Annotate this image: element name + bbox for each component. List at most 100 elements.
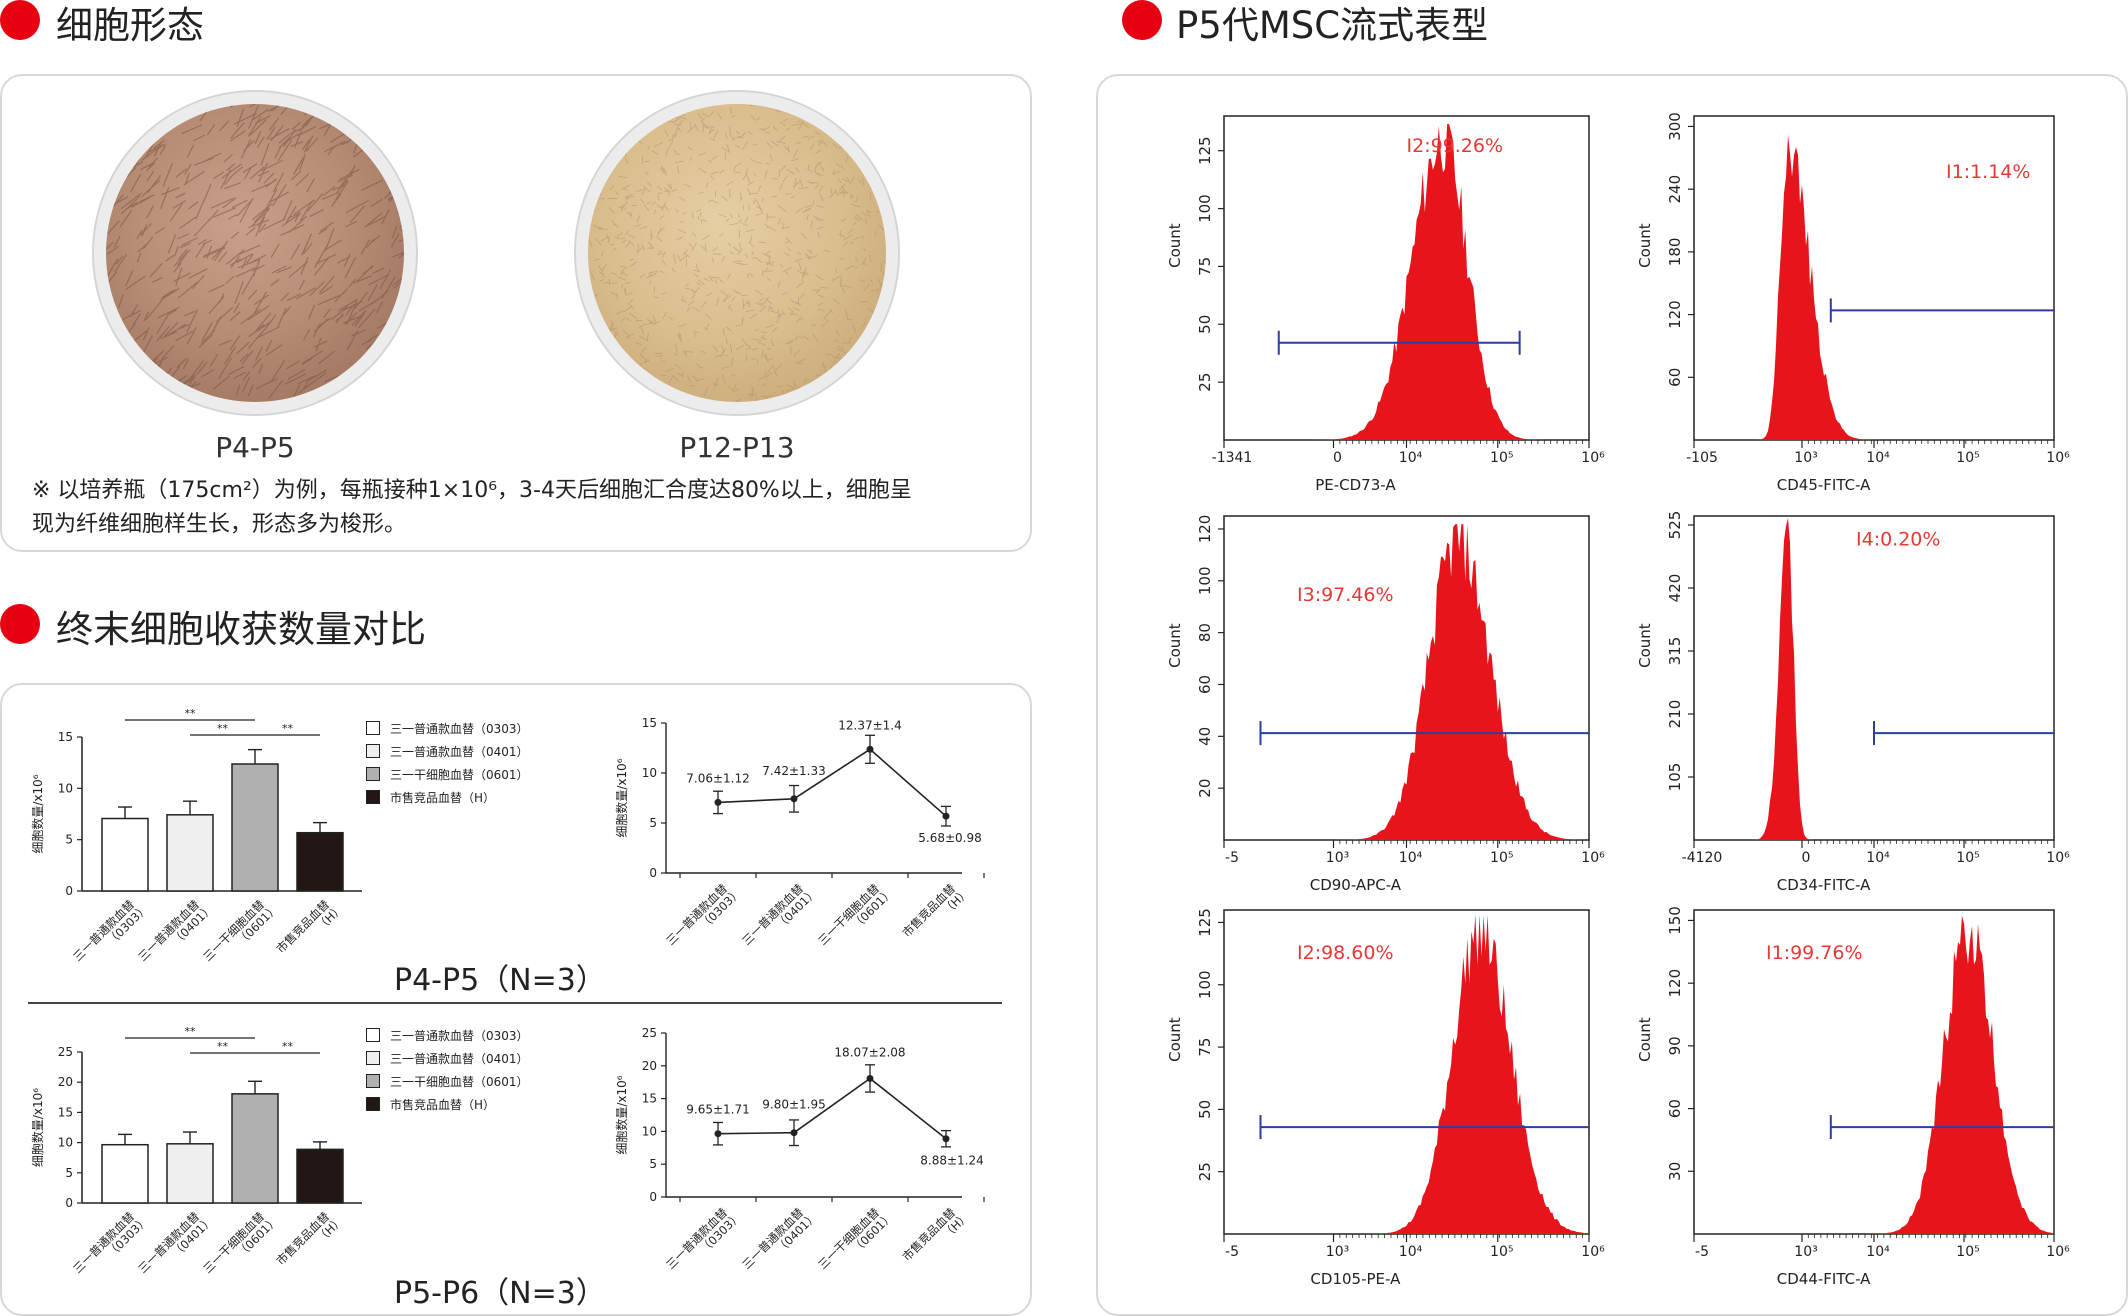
y-tick-label: 125: [1196, 908, 1214, 937]
gate-label: I3:97.46%: [1297, 584, 1394, 606]
x-tick-label: 10⁶: [2046, 850, 2070, 866]
y-tick-label: 15: [642, 716, 657, 730]
morphology-panel: P4-P5 P12-P13 ※ 以培养瓶（175cm²）为例，每瓶接种1×10⁶…: [0, 74, 1032, 552]
y-tick-label: 0: [649, 866, 657, 880]
y-tick-label: 50: [1196, 315, 1214, 334]
x-tick-label: 10⁵: [1490, 450, 1513, 466]
section-title-harvest: 终末细胞收获数量对比: [56, 608, 426, 651]
data-label: 9.65±1.71: [686, 1103, 750, 1117]
x-tick-label: 10³: [1794, 1244, 1817, 1260]
x-tick-label: -105: [1686, 450, 1718, 466]
data-label: 5.68±0.98: [918, 831, 982, 845]
data-label: 7.42±1.33: [762, 764, 826, 778]
caption-p12-p13: P12-P13: [679, 431, 795, 464]
bar: [296, 831, 344, 892]
x-tick-label: -4120: [1682, 850, 1723, 866]
significance-label: **: [185, 1025, 197, 1038]
bar: [231, 1093, 279, 1204]
section-title-flow: P5代MSC流式表型: [1176, 4, 1489, 47]
legend-label: 三一干细胞血替（0601）: [390, 1075, 529, 1089]
y-tick-label: 25: [642, 1026, 657, 1040]
y-tick-label: 25: [1196, 373, 1214, 392]
x-tick-label: 10⁴: [1399, 850, 1423, 866]
y-tick-label: 420: [1666, 574, 1684, 603]
data-point: [714, 1130, 722, 1138]
y-tick-label: 0: [65, 1196, 73, 1210]
bar-chart-p5-p6: 0510152025细胞数量/x10⁶三一普通款血替（0303）三一普通款血替（…: [30, 1025, 362, 1276]
y-tick-label: 25: [1196, 1162, 1214, 1181]
x-tick-label: 10⁵: [1956, 450, 1979, 466]
y-tick-label: 90: [1666, 1036, 1684, 1055]
x-tick-label: 10⁶: [1581, 1244, 1605, 1260]
y-tick-label: 180: [1666, 238, 1684, 267]
x-tick-label: 10³: [1326, 1244, 1349, 1260]
legend-swatch: [366, 721, 380, 735]
data-point: [942, 1135, 950, 1143]
legend-label: 三一干细胞血替（0601）: [390, 768, 529, 782]
legend-swatch: [366, 790, 380, 804]
legend-swatch: [366, 767, 380, 781]
gate-label: I2:99.26%: [1407, 135, 1504, 157]
y-tick-label: 15: [58, 1105, 73, 1119]
y-tick-label: 30: [1666, 1162, 1684, 1181]
x-tick-label: 0: [1333, 450, 1342, 466]
y-tick-label: 25: [58, 1045, 73, 1059]
legend-swatch: [366, 744, 380, 758]
legend-p5-p6: 三一普通款血替（0303） 三一普通款血替（0401） 三一干细胞血替（0601） 市…: [366, 1028, 566, 1118]
y-tick-label: 40: [1196, 727, 1214, 746]
legend-label: 三一普通款血替（0303）: [390, 722, 529, 736]
cell-image-p12-p13: [588, 104, 886, 402]
section-bullet-icon: [0, 604, 40, 644]
x-tick-label: 10⁴: [1866, 450, 1890, 466]
y-tick-label: 0: [649, 1190, 657, 1204]
data-point: [714, 798, 722, 806]
histogram-area: [1694, 518, 2054, 840]
histogram-area: [1694, 915, 2054, 1234]
y-axis-label: 细胞数量/x10⁶: [30, 774, 45, 853]
significance-label: **: [217, 1040, 229, 1053]
legend-p4-p5: 三一普通款血替（0303） 三一普通款血替（0401） 三一干细胞血替（0601） 市…: [366, 721, 566, 811]
x-tick-label: -5: [1225, 1244, 1239, 1260]
x-axis-label: CD90-APC-A: [1310, 876, 1402, 894]
gate-label: I1:1.14%: [1946, 161, 2030, 183]
y-tick-label: 60: [1196, 675, 1214, 694]
caption-p4-p5: P4-P5: [215, 431, 295, 464]
divider: [28, 1002, 1002, 1004]
histogram-area: [1224, 524, 1589, 840]
y-axis-label: 细胞数量/x10⁶: [614, 758, 629, 837]
x-tick-label: 10⁶: [2046, 1244, 2070, 1260]
data-label: 7.06±1.12: [686, 771, 750, 785]
y-axis-label: Count: [1166, 223, 1184, 268]
data-point: [942, 812, 950, 820]
y-tick-label: 75: [1196, 1038, 1214, 1057]
x-tick-label: 10³: [1794, 450, 1817, 466]
legend-swatch: [366, 1074, 380, 1088]
bar: [231, 763, 279, 892]
legend-label: 市售竞品血替（H）: [390, 1098, 496, 1112]
x-tick-label: 10⁴: [1866, 850, 1890, 866]
y-tick-label: 50: [1196, 1100, 1214, 1119]
y-tick-label: 5: [65, 1166, 73, 1180]
x-axis-label: CD105-PE-A: [1310, 1270, 1401, 1288]
x-tick-label: 10⁶: [1581, 450, 1605, 466]
legend-swatch: [366, 1097, 380, 1111]
y-axis-label: 细胞数量/x10⁶: [614, 1075, 629, 1154]
y-tick-label: 10: [642, 766, 657, 780]
morphology-note-line1: ※ 以培养瓶（175cm²）为例，每瓶接种1×10⁶，3-4天后细胞汇合度达80…: [32, 478, 912, 503]
section-bullet-icon: [0, 0, 40, 40]
bar-chart-p4-p5: 051015细胞数量/x10⁶三一普通款血替（0303）三一普通款血替（0401…: [30, 707, 362, 964]
y-tick-label: 15: [642, 1092, 657, 1106]
y-tick-label: 150: [1666, 906, 1684, 935]
y-tick-label: 5: [65, 833, 73, 847]
y-tick-label: 10: [642, 1124, 657, 1138]
bar: [101, 817, 149, 892]
y-tick-label: 5: [649, 816, 657, 830]
y-tick-label: 10: [58, 781, 73, 795]
y-tick-label: 100: [1196, 566, 1214, 595]
group-label-p5-p6: P5-P6（N=3）: [394, 1276, 606, 1311]
y-tick-label: 15: [58, 730, 73, 744]
significance-label: **: [282, 722, 294, 735]
x-tick-label: 10⁵: [1956, 850, 1979, 866]
x-tick-label: 0: [1802, 850, 1811, 866]
